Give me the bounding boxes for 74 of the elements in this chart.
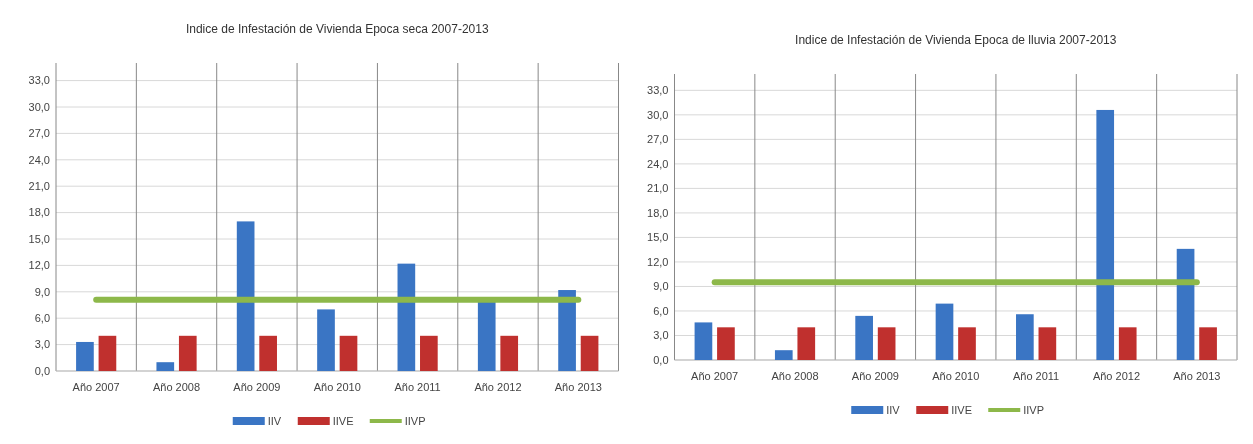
y-tick-label: 24,0 (28, 153, 50, 166)
bar (1118, 327, 1137, 360)
x-tick-label: Año 2007 (691, 370, 739, 382)
legend-label: IIV (886, 403, 901, 416)
y-tick-label: 3,0 (34, 338, 50, 351)
y-tick-label: 0,0 (653, 353, 669, 366)
x-tick-label: Año 2013 (1173, 370, 1221, 382)
bar (98, 335, 117, 371)
bar (397, 263, 416, 371)
bar (935, 303, 954, 360)
legend-label: IIV (267, 414, 282, 427)
y-tick-label: 30,0 (28, 100, 50, 113)
bar (774, 350, 793, 360)
x-tick-label: Año 2012 (1092, 370, 1141, 382)
y-tick-label: 15,0 (28, 232, 50, 245)
y-tick-label: 9,0 (653, 280, 669, 293)
bar (694, 322, 713, 360)
bar (317, 309, 335, 371)
x-tick-label: Año 2009 (233, 381, 281, 393)
y-tick-label: 6,0 (653, 304, 669, 317)
bar (558, 290, 576, 371)
bar (1199, 327, 1217, 360)
bar (477, 300, 496, 371)
legend-label: IIVP (1023, 403, 1045, 416)
bar (1096, 109, 1115, 360)
bar (958, 327, 976, 360)
legend-label: IIVP (404, 414, 426, 427)
y-tick-label: 9,0 (34, 285, 50, 298)
y-tick-label: 24,0 (647, 157, 669, 170)
y-tick-label: 12,0 (28, 259, 50, 272)
bar (855, 315, 873, 360)
chart-title: Indice de Infestación de Vivienda Epoca de lluvia 2007-2013 (795, 33, 1117, 47)
bar (178, 335, 197, 371)
bar (797, 327, 816, 360)
x-tick-label: Año 2008 (152, 381, 201, 393)
bar (76, 341, 94, 371)
y-tick-label: 0,0 (34, 364, 50, 377)
y-tick-label: 33,0 (28, 74, 50, 87)
bar (259, 335, 277, 371)
x-tick-label: Año 2013 (554, 381, 602, 393)
bar (500, 335, 519, 371)
legend-label: IIVE (951, 403, 973, 416)
bar (1176, 248, 1195, 360)
y-tick-label: 6,0 (34, 312, 50, 325)
bar (339, 335, 358, 371)
y-tick-label: 3,0 (653, 329, 669, 342)
x-tick-label: Año 2008 (771, 370, 819, 382)
y-tick-label: 33,0 (647, 84, 669, 97)
bar (420, 335, 438, 371)
x-tick-label: Año 2007 (72, 381, 120, 393)
y-tick-label: 21,0 (28, 180, 50, 193)
y-tick-label: 18,0 (28, 206, 50, 219)
bar (1038, 327, 1057, 360)
x-tick-label: Año 2009 (851, 370, 899, 382)
y-tick-label: 12,0 (647, 255, 669, 268)
x-tick-label: Año 2012 (474, 381, 522, 393)
bar (877, 327, 896, 360)
x-tick-label: Año 2010 (313, 381, 361, 393)
bar (580, 335, 599, 371)
y-tick-label: 15,0 (647, 231, 669, 244)
bar (236, 221, 255, 371)
x-tick-label: Año 2011 (1012, 370, 1060, 382)
y-tick-label: 18,0 (647, 206, 669, 219)
legend-label: IIVE (332, 414, 354, 427)
y-tick-label: 21,0 (647, 182, 669, 195)
x-tick-label: Año 2010 (932, 370, 980, 382)
bar (717, 327, 735, 360)
x-tick-label: Año 2011 (394, 381, 441, 393)
chart-title: Indice de Infestación de Vivienda Epoca seca 2007-2013 (185, 22, 489, 36)
y-tick-label: 27,0 (647, 133, 669, 146)
bar (156, 362, 175, 371)
y-tick-label: 27,0 (28, 127, 50, 140)
y-tick-label: 30,0 (647, 108, 669, 121)
bar (1016, 314, 1034, 360)
